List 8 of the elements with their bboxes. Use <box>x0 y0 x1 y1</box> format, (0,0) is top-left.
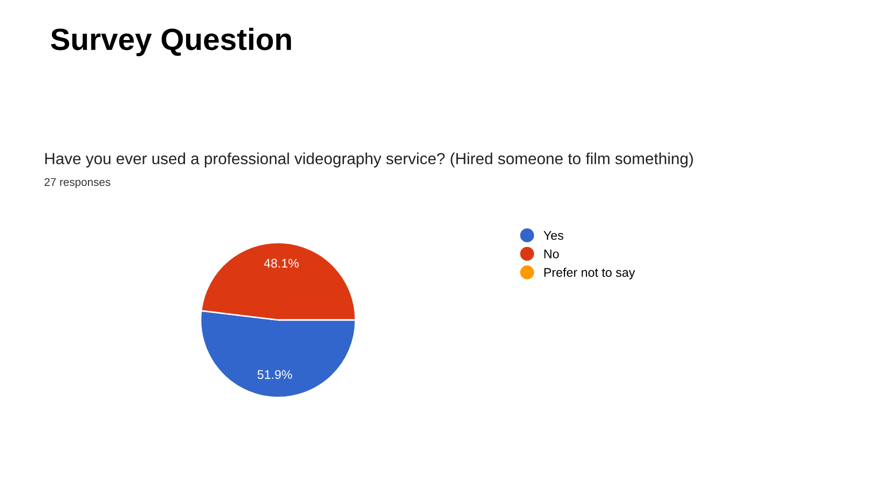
legend-label: Prefer not to say <box>544 268 636 280</box>
chart-title: Survey Question <box>50 28 291 56</box>
legend-label: No <box>544 250 559 258</box>
legend-label: Yes <box>544 231 564 240</box>
data-label: 48.1% <box>264 258 299 268</box>
data-label: 51.9% <box>258 370 292 379</box>
text: 27 responses <box>44 178 110 188</box>
chart-subtitle: Have you ever used a professional videography service? (Hired someone to film something) <box>45 152 693 168</box>
